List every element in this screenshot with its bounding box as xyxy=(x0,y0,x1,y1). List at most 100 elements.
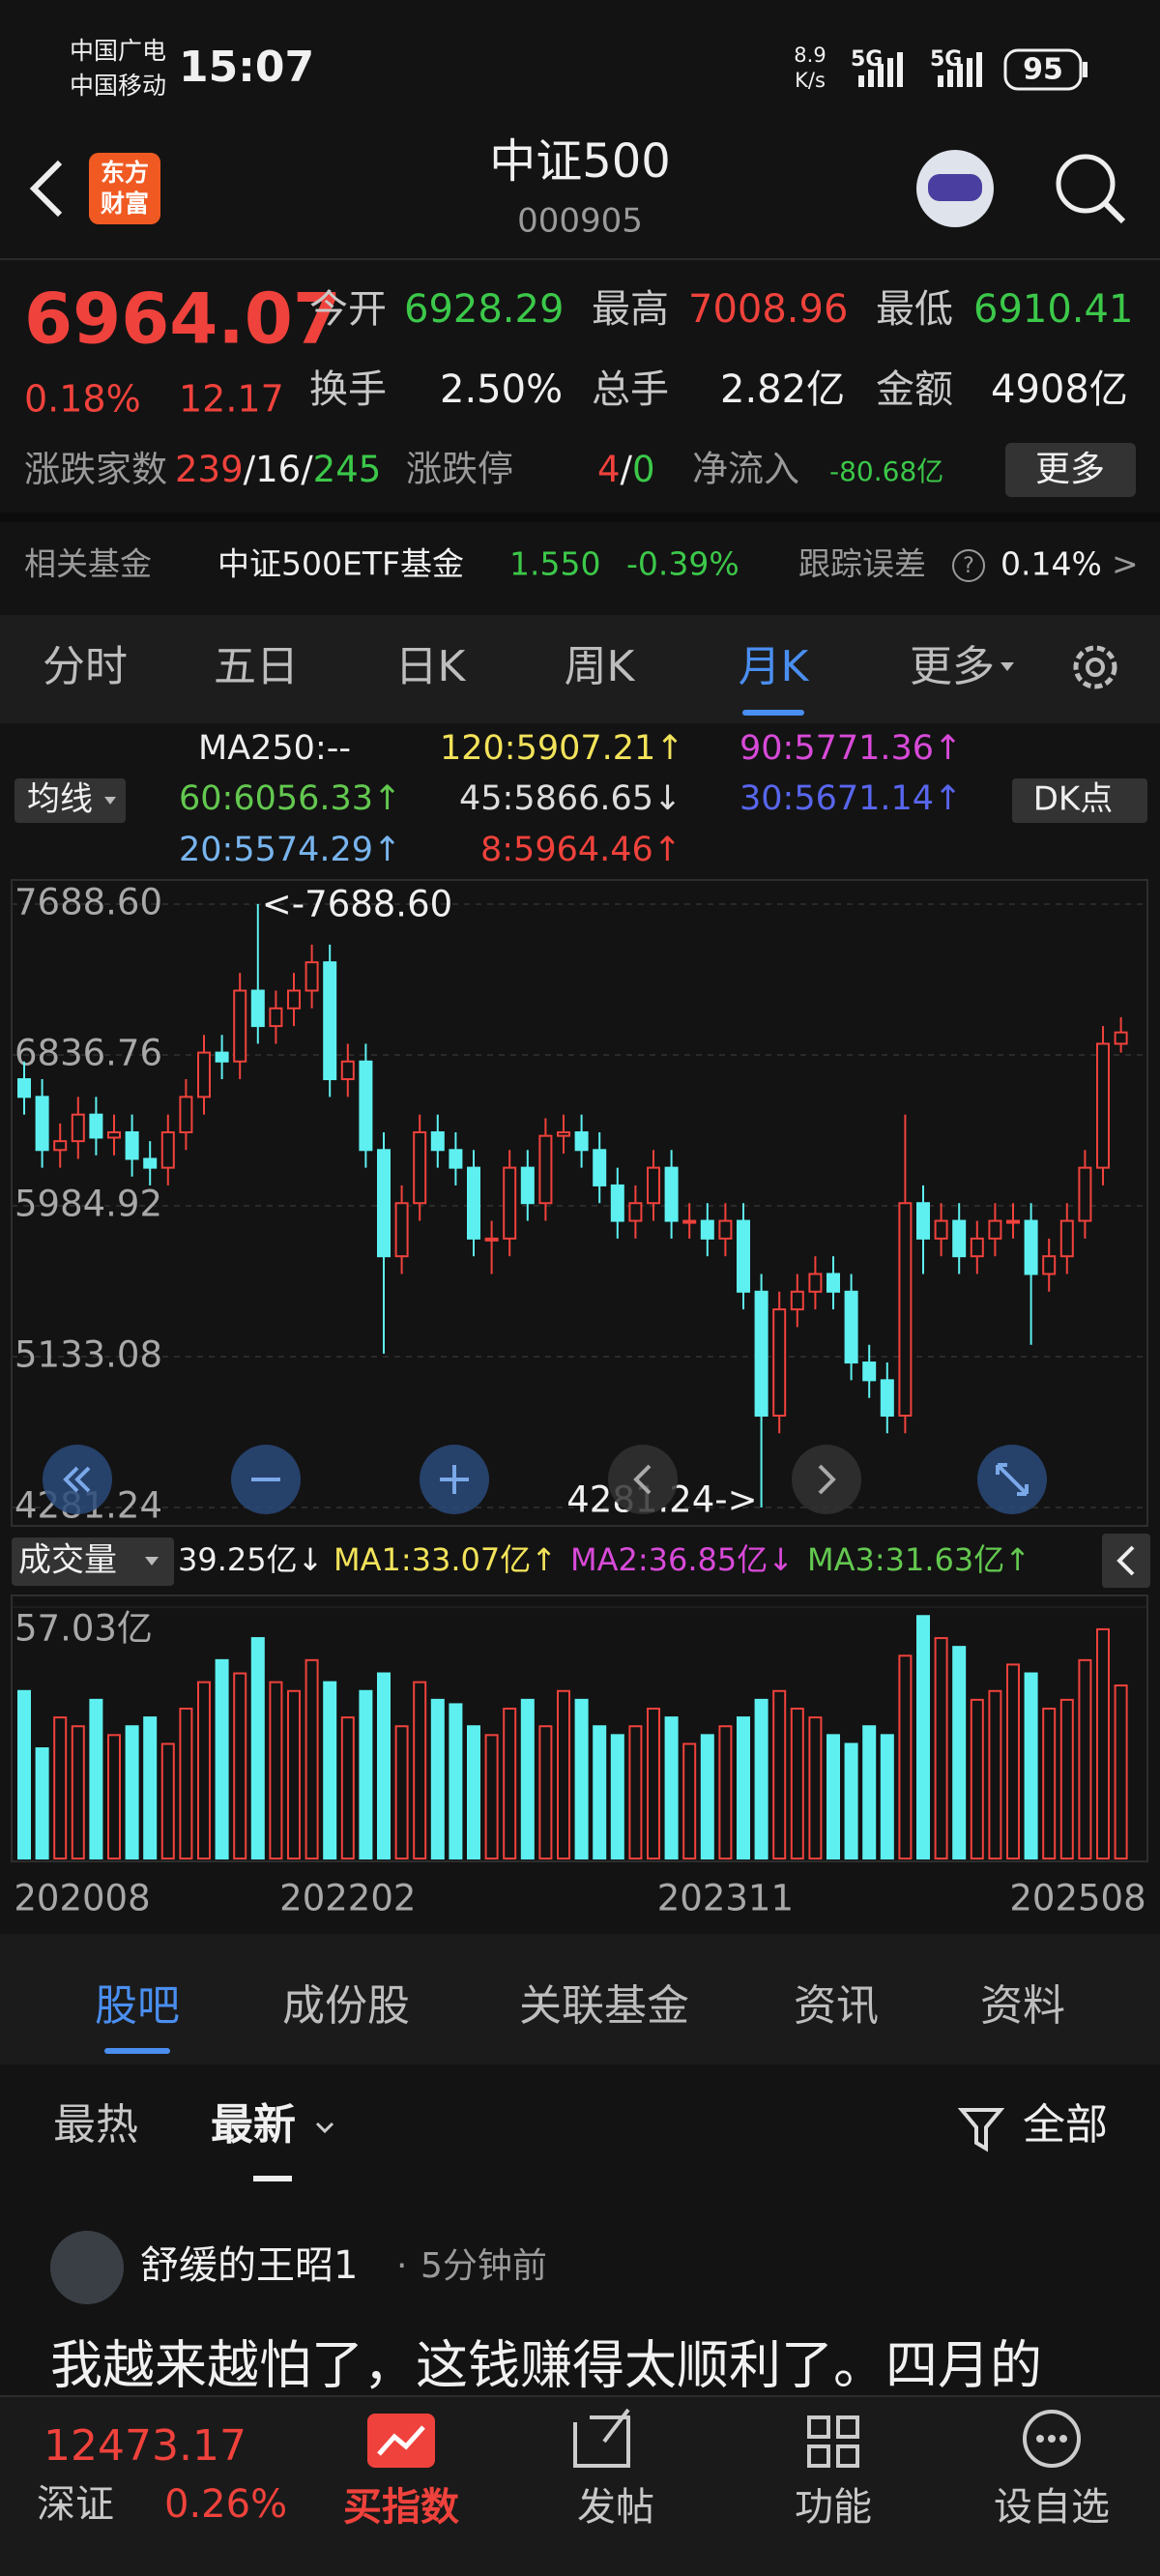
volume-bar xyxy=(143,1716,158,1859)
app-logo[interactable] xyxy=(89,153,160,224)
content-tab[interactable]: 成份股 xyxy=(282,1981,410,2031)
candle-body xyxy=(35,1096,49,1152)
settings-button[interactable] xyxy=(1073,645,1117,689)
ma-legend-item: MA250:-- xyxy=(198,729,351,768)
limit-up: 4 xyxy=(597,449,621,490)
net-speed: 8.9 xyxy=(794,44,826,67)
dk-button[interactable] xyxy=(1012,778,1147,823)
limit-down: 0 xyxy=(632,449,655,490)
candle-body xyxy=(718,1219,733,1240)
volume-bar xyxy=(89,1698,103,1859)
ma-legend-item: 30:5671.14↑ xyxy=(740,779,962,818)
volume-bar xyxy=(772,1689,787,1859)
candle-body xyxy=(304,961,319,992)
net-speed-unit: K/s xyxy=(795,69,826,92)
prev-button[interactable] xyxy=(608,1445,678,1514)
period-tab[interactable]: 周K xyxy=(565,642,636,691)
ma-button[interactable] xyxy=(14,778,126,823)
tracking-label: 跟踪误差 xyxy=(798,545,926,583)
volume-bar xyxy=(988,1689,1002,1859)
nav-item[interactable]: 设自选 xyxy=(994,2485,1110,2530)
volume-bar xyxy=(503,1707,517,1860)
avatar[interactable] xyxy=(50,2231,124,2304)
filter-hot[interactable]: 最热 xyxy=(53,2100,138,2150)
high-note: <-7688.60 xyxy=(262,884,452,925)
separator: / xyxy=(244,449,256,490)
fund-name[interactable]: 中证500ETF基金 xyxy=(218,545,464,583)
dk-button-label: DK点 xyxy=(1033,780,1113,819)
period-tab[interactable]: 日K xyxy=(395,642,467,691)
period-tab[interactable]: 五日 xyxy=(214,642,299,691)
volume-bar xyxy=(467,1725,480,1859)
search-button[interactable] xyxy=(1056,154,1116,214)
volume-bar xyxy=(377,1672,391,1860)
candle-body xyxy=(754,1290,768,1417)
separator: / xyxy=(621,449,633,490)
filter-new[interactable]: 最新 xyxy=(211,2100,296,2150)
volume-bar xyxy=(754,1698,768,1859)
volume-label: 成交量 xyxy=(18,1541,117,1580)
bottom-nav xyxy=(0,2396,1160,2576)
collapse-button[interactable] xyxy=(1102,1534,1150,1588)
volume-bar xyxy=(880,1734,894,1860)
content-tab[interactable]: 股吧 xyxy=(95,1981,180,2031)
content-tab[interactable]: 资料 xyxy=(980,1981,1065,2031)
field-value: 6928.29 xyxy=(404,287,564,332)
nav-item[interactable]: 发帖 xyxy=(577,2485,654,2530)
volume-current: 39.25亿↓ xyxy=(178,1541,323,1578)
volume-bar xyxy=(826,1734,840,1860)
filter-all[interactable]: 全部 xyxy=(1023,2100,1108,2150)
back-button[interactable] xyxy=(29,160,63,218)
field-label: 换手 xyxy=(309,367,387,412)
ma-legend-item: 20:5574.29↑ xyxy=(179,831,401,869)
nav-item[interactable]: 买指数 xyxy=(343,2485,459,2530)
candle-body xyxy=(1114,1031,1128,1045)
x-tick-label: 202008 xyxy=(14,1878,150,1919)
price-frame xyxy=(11,879,1148,1527)
separator: / xyxy=(301,449,313,490)
filter-icon[interactable] xyxy=(957,2108,1005,2152)
fund-arrow[interactable]: > xyxy=(1112,545,1139,583)
buy-icon-line xyxy=(377,2425,425,2456)
volume-bar xyxy=(359,1689,373,1859)
candle-body xyxy=(700,1219,714,1240)
next-button[interactable] xyxy=(792,1445,861,1514)
volume-bar xyxy=(593,1725,607,1859)
help-icon[interactable] xyxy=(952,549,985,582)
watchlist-dots xyxy=(1036,2435,1067,2443)
candle-body xyxy=(287,989,301,1010)
candle-body xyxy=(916,1202,930,1240)
content-tab[interactable]: 资讯 xyxy=(794,1981,879,2031)
more-button[interactable] xyxy=(1005,443,1136,497)
candle-body xyxy=(250,989,265,1028)
candle-body xyxy=(538,1134,553,1205)
nav-item[interactable]: 功能 xyxy=(795,2485,872,2530)
ma-button-label: 均线 xyxy=(27,780,93,819)
volume-bar xyxy=(1078,1658,1092,1860)
logo-text: 东方 xyxy=(101,159,149,187)
candle-body xyxy=(520,1166,535,1205)
bottom-nav-items: 买指数 发帖 功能 设自选 xyxy=(343,2485,1110,2530)
volume-bar xyxy=(1059,1698,1074,1859)
volume-ma: MA3:31.63亿↑ xyxy=(807,1541,1030,1578)
volume-bar xyxy=(304,1658,319,1860)
volume-bar xyxy=(197,1681,211,1860)
volume-bar xyxy=(808,1716,823,1859)
ma-legend-item: 120:5907.21↑ xyxy=(440,729,684,768)
volume-button[interactable] xyxy=(12,1537,174,1586)
volume-bar xyxy=(664,1716,679,1859)
gap xyxy=(0,512,1160,522)
field-label: 最高 xyxy=(592,287,669,332)
post-author[interactable]: 舒缓的王昭1 xyxy=(140,2243,358,2288)
breadth-label: 涨跌家数 xyxy=(24,449,167,490)
volume-bar xyxy=(574,1698,589,1859)
period-tab[interactable]: 分时 xyxy=(43,642,128,691)
content-tab[interactable]: 关联基金 xyxy=(519,1981,689,2031)
battery-level: 95 xyxy=(1023,53,1063,87)
post-text[interactable]: 我越来越怕了，这钱赚得太顺利了。四月的 xyxy=(50,2335,1042,2396)
volume-bar xyxy=(179,1707,193,1860)
index-value[interactable]: 12473.17 xyxy=(44,2421,246,2471)
period-tab[interactable]: 月K xyxy=(739,642,810,691)
period-tab[interactable]: 更多 xyxy=(910,642,995,691)
